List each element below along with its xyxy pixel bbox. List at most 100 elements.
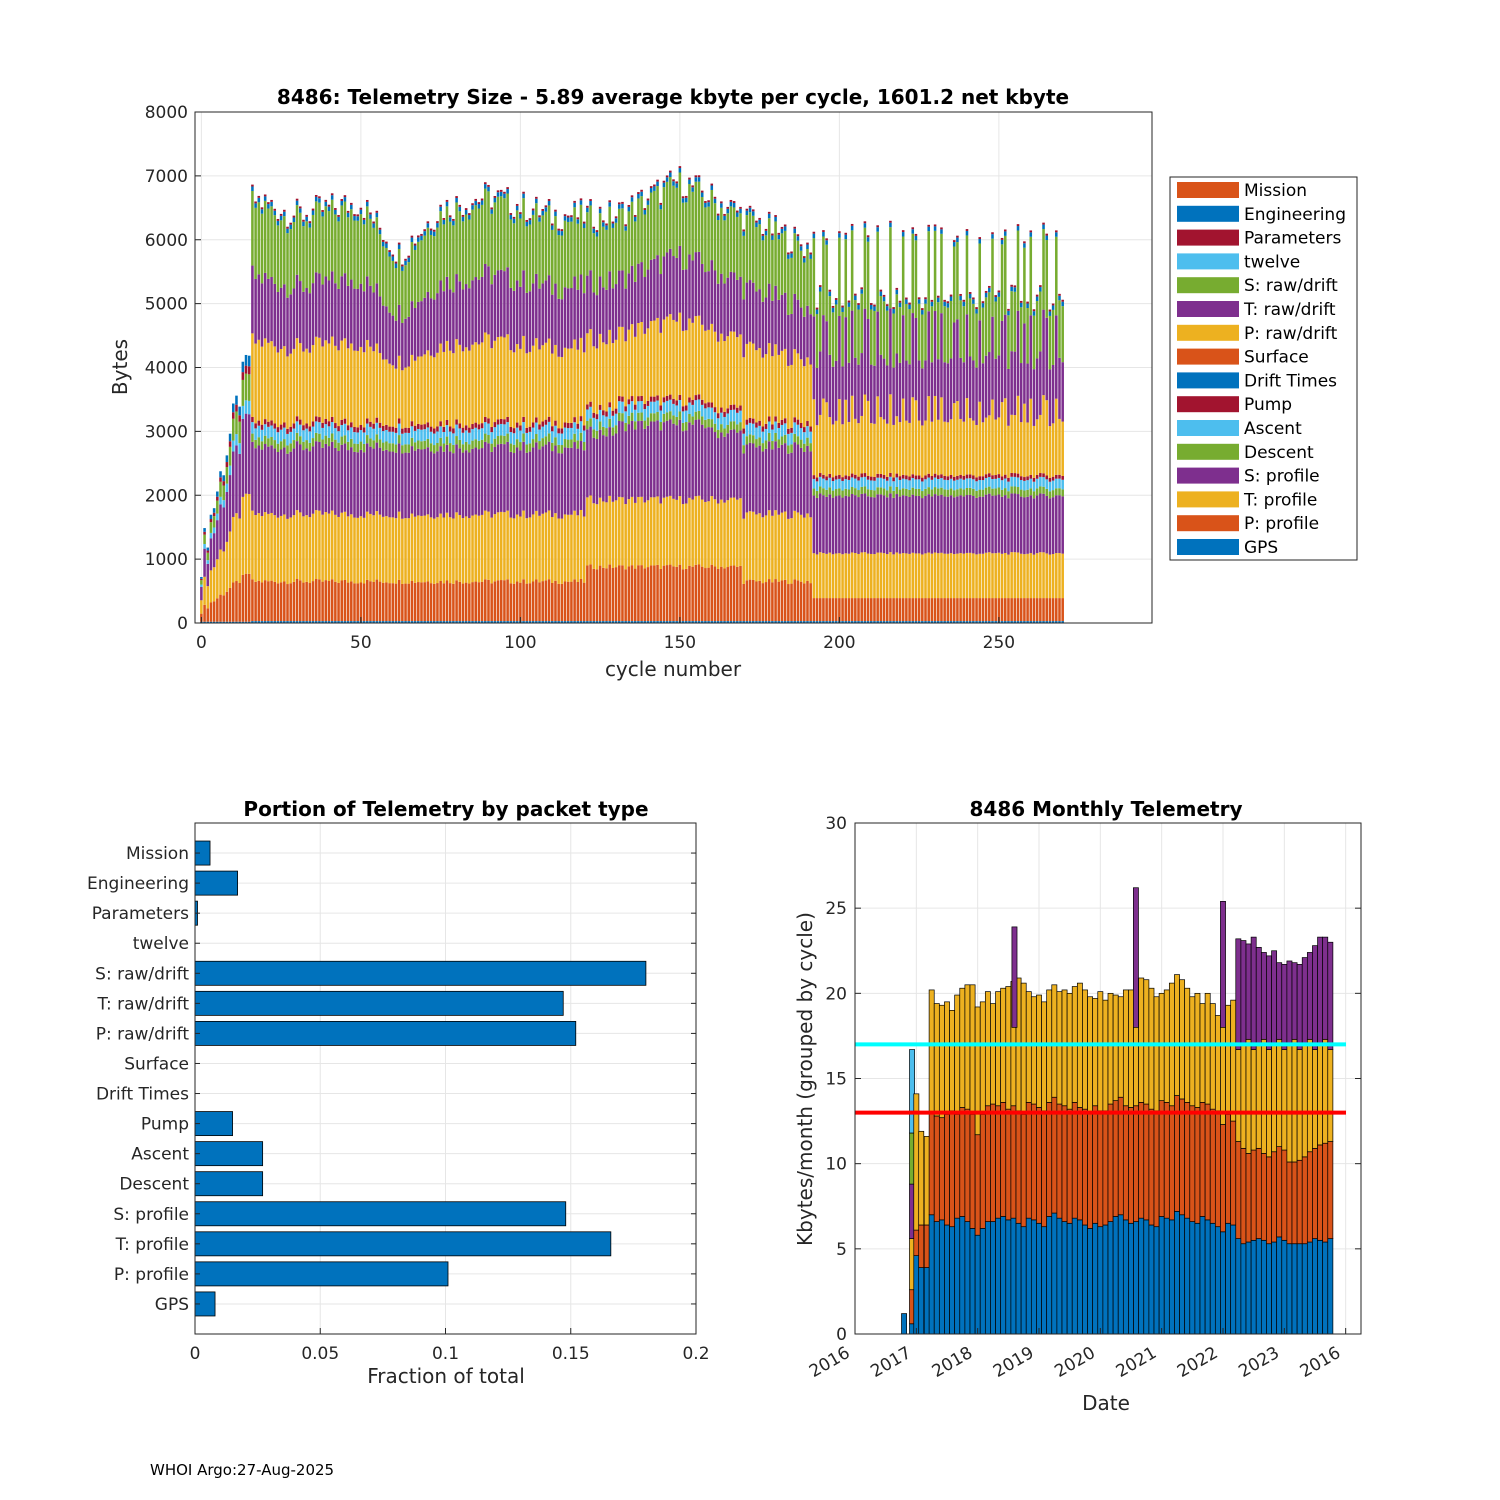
top-bar-segment (222, 500, 225, 508)
top-bar-segment (350, 209, 353, 280)
top-bar-segment (669, 314, 672, 395)
top-bar-segment (649, 497, 653, 566)
legend-swatch (1177, 229, 1239, 246)
top-bar-segment (538, 582, 541, 622)
top-bar-segment (535, 434, 538, 443)
top-bar-segment (528, 224, 532, 292)
top-bar-segment (812, 475, 816, 479)
monthly-bar-segment (949, 1010, 956, 1112)
top-bar-segment (397, 621, 401, 623)
top-bar-segment (787, 445, 790, 454)
monthly-bar-segment (979, 1001, 986, 1115)
top-bar-segment (499, 336, 503, 419)
top-bar-segment (643, 403, 647, 410)
top-bar-segment (212, 601, 216, 622)
top-bar-segment (263, 424, 267, 436)
top-bar-segment (551, 229, 554, 295)
top-bar-segment (216, 520, 219, 560)
top-bar-segment (471, 621, 474, 623)
top-bar-segment (885, 306, 889, 311)
monthly-bar-segment (969, 1228, 976, 1335)
top-bar-segment (1010, 493, 1013, 553)
top-bar-segment (933, 621, 937, 623)
top-bar-segment (905, 488, 908, 496)
top-bar-segment (311, 210, 315, 215)
top-bar-segment (314, 336, 318, 417)
top-bar-segment (882, 474, 886, 479)
top-bar-segment (595, 569, 599, 622)
top-bar-segment (544, 207, 548, 212)
top-bar-segment (943, 475, 946, 480)
top-bar-segment (439, 437, 442, 447)
top-bar-segment (496, 621, 500, 623)
top-bar-segment (595, 348, 599, 415)
top-bar-segment (544, 436, 548, 445)
top-bar-segment (429, 228, 433, 231)
top-bar-segment (643, 502, 647, 569)
top-bar-segment (267, 581, 270, 622)
top-bar-segment (898, 496, 902, 554)
top-bar-segment (263, 338, 267, 420)
top-bar-segment (675, 183, 678, 188)
top-bar-segment (557, 453, 560, 519)
top-bar-segment (432, 583, 436, 622)
top-bar-segment (369, 212, 372, 215)
top-bar-segment (997, 598, 1001, 622)
portion-bar (194, 960, 647, 986)
top-bar-segment (503, 419, 506, 425)
top-bar-segment (611, 227, 615, 289)
top-bar-segment (477, 449, 481, 516)
top-bar-segment (1010, 286, 1013, 292)
top-bar-segment (232, 582, 235, 622)
monthly-bar-segment (1122, 1105, 1129, 1221)
top-bar-segment (630, 496, 634, 566)
top-bar-segment (474, 200, 477, 206)
top-bar-segment (838, 399, 841, 476)
top-bar-segment (882, 495, 886, 554)
top-bar-segment (260, 582, 264, 622)
top-bar-segment (295, 432, 299, 442)
top-bar-segment (771, 429, 774, 442)
top-bar-segment (302, 351, 305, 426)
monthly-bar-segment (949, 1110, 956, 1228)
top-bar-segment (1003, 552, 1007, 599)
top-bar-segment (1010, 598, 1013, 622)
top-bar-segment (694, 175, 698, 178)
top-bar-segment (949, 478, 953, 489)
top-bar-segment (857, 553, 860, 599)
top-bar-segment (302, 430, 305, 442)
top-bar-segment (787, 621, 790, 623)
top-bar-segment (742, 229, 745, 232)
top-bar-segment (212, 512, 216, 517)
monthly-bar-segment (1051, 984, 1058, 1098)
top-bar-segment (748, 207, 752, 213)
top-bar-segment (748, 205, 752, 208)
top-bar-segment (541, 513, 544, 582)
top-bar-segment (729, 565, 733, 622)
top-bar-segment (417, 582, 420, 622)
top-bar-segment (614, 216, 618, 219)
top-bar-segment (761, 443, 765, 452)
top-bar-segment (643, 277, 647, 334)
top-bar-segment (834, 360, 838, 421)
monthly-bar-segment (964, 1108, 971, 1222)
top-bar-segment (815, 425, 819, 478)
top-bar-segment (397, 244, 401, 249)
top-bar-segment (1013, 415, 1017, 474)
top-ytick-label: 6000 (145, 231, 188, 251)
top-bar-segment (905, 479, 908, 489)
top-bar-segment (365, 435, 369, 444)
top-bar-segment (1042, 229, 1045, 310)
top-bar-segment (729, 199, 733, 202)
top-bar-segment (311, 438, 315, 447)
top-bar-segment (707, 329, 710, 403)
top-bar-segment (531, 214, 535, 284)
top-bar-segment (576, 515, 580, 582)
top-bar-segment (420, 582, 423, 622)
top-bar-segment (257, 197, 261, 203)
top-bar-segment (1023, 247, 1026, 324)
top-bar-segment (429, 451, 433, 518)
top-bar-segment (783, 423, 787, 435)
top-bar-segment (496, 424, 500, 437)
top-bar-segment (649, 413, 653, 422)
